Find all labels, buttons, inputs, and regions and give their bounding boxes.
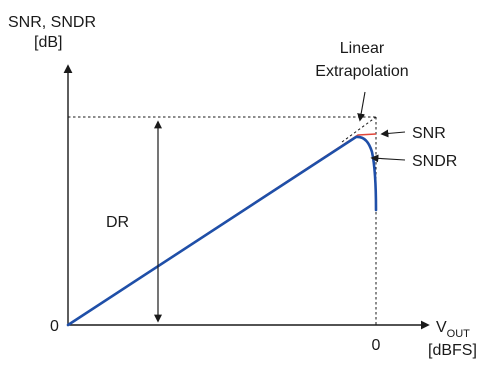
x-axis-label-main: V (436, 319, 447, 336)
sndr-label: SNDR (412, 153, 457, 170)
sndr-curve (66, 135, 378, 327)
extrapolation-pointer-arrow (357, 91, 366, 122)
sndr-pointer-arrow (370, 154, 406, 163)
x-axis-label-subscript: OUT (447, 328, 471, 340)
linear-extrapolation-label-line1: Linear (340, 40, 385, 57)
dr-label: DR (106, 214, 129, 231)
origin-label: 0 (50, 318, 59, 335)
x-axis-label: VOUT (436, 319, 470, 340)
snr-label: SNR (412, 125, 446, 142)
linear-extrapolation-label-line2: Extrapolation (315, 63, 408, 80)
x-axis-unit-label: [dBFS] (428, 342, 477, 359)
y-axis-label-line2: [dB] (34, 34, 62, 51)
y-axis-label-line1: SNR, SNDR (8, 14, 96, 31)
snr-pointer-arrow (380, 129, 406, 138)
x-zero-label: 0 (372, 337, 381, 354)
linear-extrapolation-line (341, 116, 377, 143)
